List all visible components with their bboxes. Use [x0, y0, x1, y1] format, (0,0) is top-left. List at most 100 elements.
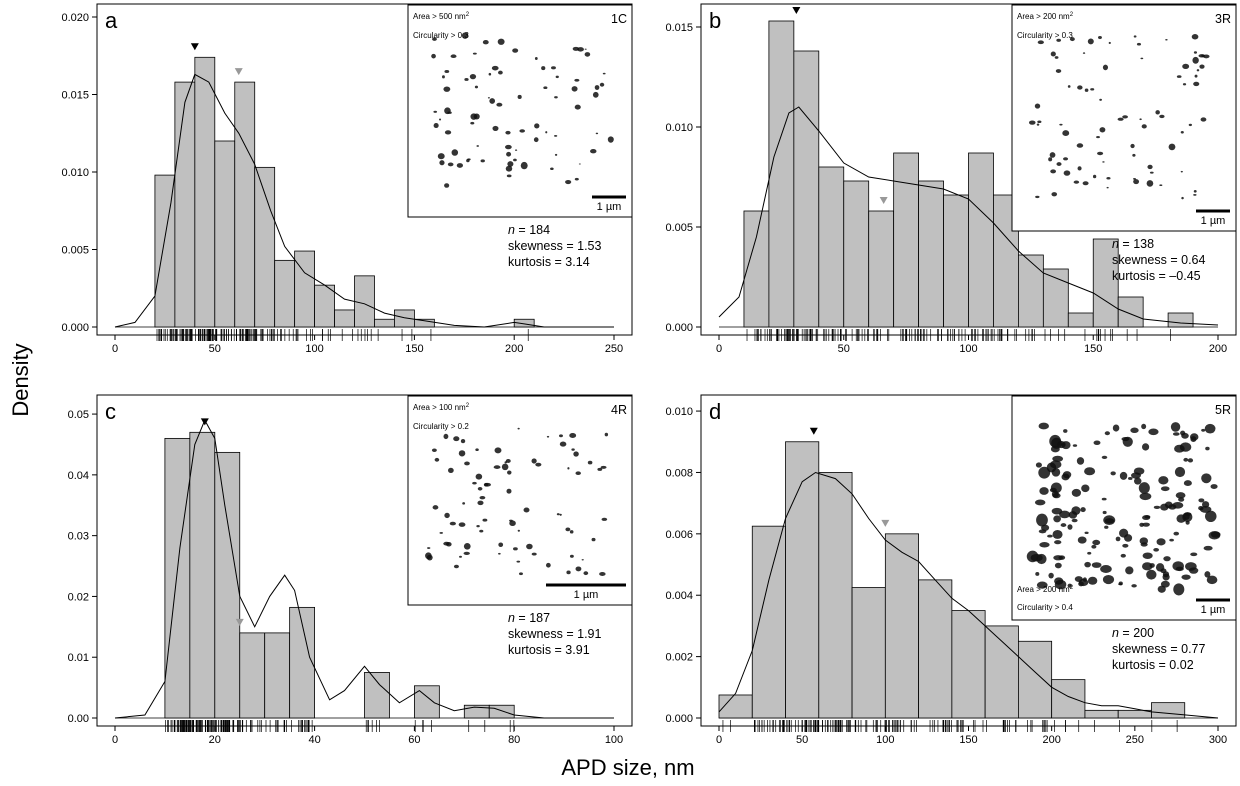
- particle-blob: [1099, 127, 1106, 133]
- particle-blob: [1117, 117, 1124, 121]
- particle-blob: [1146, 569, 1157, 580]
- x-tick-label: 50: [796, 734, 808, 746]
- inset-circularity-filter: Circularity > 0.4: [1017, 603, 1073, 612]
- particle-blob: [526, 543, 533, 550]
- particle-blob: [1102, 574, 1115, 585]
- particle-blob: [1138, 482, 1150, 494]
- particle-blob: [519, 129, 525, 133]
- histogram-bar: [1018, 254, 1044, 328]
- particle-blob: [431, 448, 437, 452]
- particle-blob: [1087, 576, 1098, 585]
- particle-blob: [571, 86, 578, 92]
- particle-blob: [1176, 75, 1182, 78]
- particle-blob: [482, 518, 488, 522]
- stat-skewness: skewness = 0.64: [1112, 253, 1206, 267]
- particle-blob: [1056, 38, 1062, 42]
- particle-blob: [1063, 429, 1068, 433]
- particle-blob: [569, 530, 574, 534]
- y-tick-label: 0.00: [68, 713, 89, 725]
- histogram-bar: [818, 472, 853, 719]
- particle-blob: [1204, 510, 1217, 523]
- particle-blob: [1183, 457, 1189, 462]
- particle-blob: [1071, 518, 1078, 523]
- particle-blob: [492, 125, 499, 132]
- particle-blobs: [431, 32, 614, 188]
- particle-blob: [1203, 545, 1213, 551]
- particle-blob: [1172, 501, 1184, 509]
- particle-blob: [559, 434, 563, 438]
- particle-blob: [1072, 444, 1078, 447]
- x-tick-label: 20: [209, 734, 221, 746]
- x-tick-label: 0: [716, 343, 722, 355]
- histogram-bar: [294, 250, 316, 328]
- particle-blob: [505, 165, 513, 172]
- y-tick-label: 0.015: [61, 90, 89, 102]
- particle-blob: [1112, 424, 1120, 432]
- particle-blob: [433, 122, 439, 129]
- stat-skewness: skewness = 1.53: [508, 239, 602, 253]
- particle-blob: [571, 448, 575, 451]
- particle-blob: [1141, 423, 1147, 430]
- particle-blob: [479, 496, 486, 500]
- inset-circularity-filter: Circularity > 0.3: [413, 31, 469, 40]
- particle-blob: [1048, 157, 1053, 162]
- histogram-bar: [239, 632, 266, 719]
- particle-blob: [1101, 455, 1108, 460]
- particle-blob: [506, 151, 512, 157]
- particle-blob: [1204, 423, 1216, 434]
- particle-blob: [1052, 455, 1064, 462]
- y-tick-label: 0.004: [665, 590, 693, 602]
- particle-blob: [1038, 529, 1047, 534]
- particle-blob: [1067, 583, 1072, 588]
- scale-bar-label: 1 µm: [597, 201, 622, 213]
- particle-blob: [1141, 443, 1150, 451]
- particle-blob: [453, 436, 460, 442]
- histogram-bar: [214, 451, 241, 719]
- inset-circularity-filter: Circularity > 0.2: [413, 422, 469, 431]
- particle-blob: [602, 72, 606, 75]
- y-tick-label: 0.02: [68, 591, 89, 603]
- inset-area-filter: Area > 200 nm2: [1017, 585, 1074, 594]
- histogram-bar: [174, 81, 196, 328]
- stat-kurtosis: kurtosis = –0.45: [1112, 269, 1201, 283]
- particle-blob: [1101, 497, 1107, 501]
- particle-blob: [1060, 523, 1067, 527]
- particle-blob: [1084, 531, 1089, 535]
- particle-blob: [1038, 422, 1050, 430]
- particle-blob: [1077, 166, 1082, 171]
- panel-letter: c: [105, 399, 116, 424]
- particle-blob: [1121, 436, 1130, 442]
- particle-blob: [447, 162, 454, 167]
- particle-blob: [591, 537, 596, 542]
- histogram-bar: [918, 579, 953, 719]
- particle-blob: [1162, 571, 1170, 578]
- particle-blob: [587, 460, 593, 465]
- particle-blob: [451, 149, 459, 156]
- particle-blob: [565, 527, 571, 532]
- particle-blob: [476, 145, 480, 147]
- x-tick-label: 40: [308, 734, 320, 746]
- particle-blob: [476, 524, 480, 528]
- particle-blob: [1125, 566, 1134, 575]
- mean-marker-icon: [235, 618, 244, 626]
- particle-blob: [462, 502, 466, 505]
- histogram-bar: [413, 318, 435, 328]
- particle-blob: [1091, 544, 1097, 549]
- particle-blob: [1174, 466, 1186, 478]
- particle-blob: [466, 159, 470, 163]
- particle-blob: [516, 560, 521, 563]
- particle-blob: [1201, 54, 1205, 58]
- x-tick-label: 50: [838, 343, 850, 355]
- x-tick-label: 250: [605, 343, 623, 355]
- particle-blob: [534, 123, 540, 129]
- particle-blob: [473, 113, 480, 120]
- particle-blob: [1104, 525, 1109, 529]
- particle-blob: [488, 72, 492, 76]
- particle-blob: [1156, 538, 1166, 546]
- particle-blob: [1193, 81, 1200, 87]
- particle-blob: [1073, 180, 1080, 184]
- particle-blob: [578, 163, 581, 165]
- particle-blob: [513, 547, 518, 551]
- density-curve: [114, 419, 614, 719]
- histogram-bar: [843, 180, 870, 328]
